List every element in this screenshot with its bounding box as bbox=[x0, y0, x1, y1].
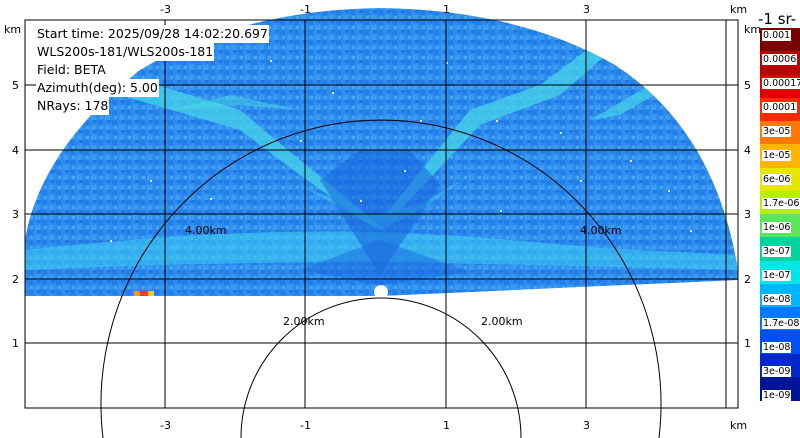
range-rings bbox=[100, 119, 662, 438]
hotspot-marker bbox=[134, 291, 140, 296]
x-unit-top: km bbox=[730, 3, 747, 16]
colorbar-label: 3e-05 bbox=[762, 126, 792, 137]
y-tick-right: 2 bbox=[744, 273, 751, 286]
colorbar-label: 1.7e-06 bbox=[762, 198, 800, 209]
range-ring-label-2km: 2.00km bbox=[481, 315, 523, 328]
colorbar-label: 0.0001 bbox=[762, 102, 798, 113]
x-tick-top: 3 bbox=[583, 3, 590, 16]
instrument-text: WLS200s-181/WLS200s-181 bbox=[36, 43, 215, 61]
colorbar-label: 1e-06 bbox=[762, 222, 792, 233]
range-ring-label-2km: 2.00km bbox=[283, 315, 325, 328]
y-unit-left: km bbox=[4, 23, 21, 36]
y-tick-left: 5 bbox=[12, 79, 19, 92]
y-unit-right: km bbox=[744, 23, 761, 36]
y-tick-left: 2 bbox=[12, 273, 19, 286]
x-tick-bottom: 3 bbox=[583, 419, 590, 432]
x-tick-top: -1 bbox=[300, 3, 311, 16]
colorbar-label: 0.001 bbox=[762, 30, 792, 41]
colorbar-label: 1e-09 bbox=[762, 390, 792, 401]
start-time-text: Start time: 2025/09/28 14:02:20.697 bbox=[36, 25, 269, 43]
field-text: Field: BETA bbox=[36, 61, 107, 79]
scan-info-panel: Start time: 2025/09/28 14:02:20.697 WLS2… bbox=[36, 25, 269, 115]
radar-origin bbox=[374, 285, 388, 299]
colorbar-title: -1 sr- bbox=[758, 10, 797, 28]
range-ring-label-4km: 4.00km bbox=[580, 224, 622, 237]
hotspot-marker bbox=[148, 291, 154, 296]
x-tick-bottom: 1 bbox=[443, 419, 450, 432]
colorbar-label: 6e-08 bbox=[762, 294, 792, 305]
y-tick-right: 5 bbox=[744, 79, 751, 92]
x-tick-bottom: -1 bbox=[300, 419, 311, 432]
colorbar-label: 1e-07 bbox=[762, 270, 792, 281]
x-tick-bottom: -3 bbox=[160, 419, 171, 432]
range-ring-label-4km: 4.00km bbox=[185, 224, 227, 237]
range-ring-4km bbox=[100, 119, 662, 438]
y-tick-left: 3 bbox=[12, 208, 19, 221]
colorbar: 0.001 0.0006 0.00017 0.0001 3e-05 1e-05 6e-06 1… bbox=[760, 28, 800, 401]
y-tick-left: 1 bbox=[12, 337, 19, 350]
range-ring-2km bbox=[240, 297, 522, 438]
x-tick-top: 1 bbox=[443, 3, 450, 16]
colorbar-label: 1e-05 bbox=[762, 150, 792, 161]
hotspot-marker bbox=[140, 291, 148, 296]
colorbar-label: 1e-08 bbox=[762, 342, 792, 353]
y-tick-left: 4 bbox=[12, 144, 19, 157]
colorbar-label: 1.7e-08 bbox=[762, 318, 800, 329]
colorbar-label: 6e-06 bbox=[762, 174, 792, 185]
colorbar-label: 3e-09 bbox=[762, 366, 792, 377]
colorbar-label: 0.00017 bbox=[762, 78, 800, 89]
colorbar-label: 0.0006 bbox=[762, 54, 798, 65]
colorbar-label: 3e-07 bbox=[762, 246, 792, 257]
x-unit-bottom: km bbox=[730, 419, 747, 432]
y-tick-right: 1 bbox=[744, 337, 751, 350]
x-tick-top: -3 bbox=[160, 3, 171, 16]
y-tick-right: 4 bbox=[744, 144, 751, 157]
plot-frame bbox=[24, 19, 739, 409]
azimuth-text: Azimuth(deg): 5.00 bbox=[36, 79, 159, 97]
y-tick-right: 3 bbox=[744, 208, 751, 221]
nrays-text: NRays: 178 bbox=[36, 97, 110, 115]
